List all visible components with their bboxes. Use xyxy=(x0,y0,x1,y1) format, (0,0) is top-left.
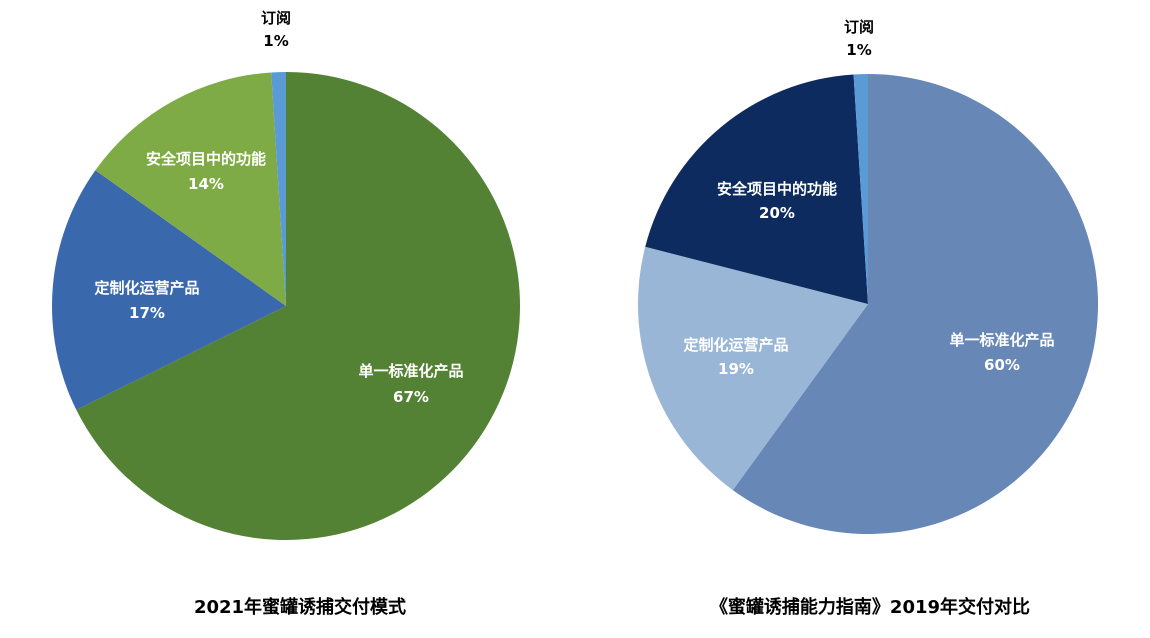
slice-value-2021-0: 67% xyxy=(393,388,429,406)
slice-label-2021-2: 安全项目中的功能 xyxy=(146,150,266,168)
slice-value-2019-1: 19% xyxy=(718,360,754,378)
slice-value-2019-2: 20% xyxy=(759,204,795,222)
pie-slice-2019-0 xyxy=(732,73,1099,534)
slice-value-2019-3: 1% xyxy=(846,41,871,59)
chart-title-2021: 2021年蜜罐诱捕交付模式 xyxy=(194,596,406,618)
pie-slice-2021-0 xyxy=(76,72,521,540)
pie-chart-2019: 单一标准化产品 60% 定制化运营产品 19% 安全项目中的功能 20% 订阅 1% 《蜜罐诱… xyxy=(638,18,1099,618)
slice-value-2021-1: 17% xyxy=(129,304,165,322)
pie-slice-2021-1 xyxy=(52,170,286,410)
pie-slice-2019-1 xyxy=(638,246,868,491)
slice-value-2021-2: 14% xyxy=(188,175,224,193)
pie-slice-2021-2 xyxy=(95,72,286,306)
slice-label-2021-0: 单一标准化产品 xyxy=(358,362,463,380)
slice-label-2021-3: 订阅 xyxy=(261,9,291,27)
pie-slice-2019-2 xyxy=(645,74,868,304)
pie-slice-2019-3 xyxy=(853,73,868,304)
slice-label-2019-3: 订阅 xyxy=(844,18,874,36)
slice-value-2019-0: 60% xyxy=(984,356,1020,374)
slice-label-2019-2: 安全项目中的功能 xyxy=(717,180,837,198)
pie-slice-2021-3 xyxy=(271,72,286,306)
slice-label-2021-1: 定制化运营产品 xyxy=(94,279,199,297)
chart-title-2019: 《蜜罐诱捕能力指南》2019年交付对比 xyxy=(710,596,1030,618)
pie-chart-2021: 单一标准化产品 67% 定制化运营产品 17% 安全项目中的功能 14% 订阅 1% 2021… xyxy=(52,9,521,618)
slice-label-2019-0: 单一标准化产品 xyxy=(949,331,1054,349)
slice-label-2019-1: 定制化运营产品 xyxy=(683,336,788,354)
slice-value-2021-3: 1% xyxy=(263,32,288,50)
